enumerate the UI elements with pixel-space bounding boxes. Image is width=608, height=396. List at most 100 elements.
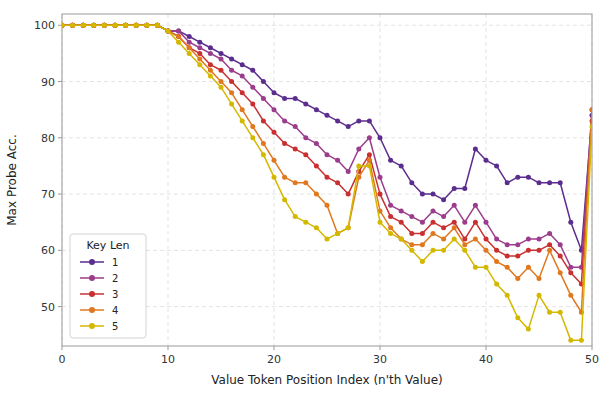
series-line xyxy=(62,25,592,250)
point xyxy=(176,40,181,45)
y-tick xyxy=(58,25,62,26)
grid-line xyxy=(62,137,592,138)
point xyxy=(558,242,563,247)
x-tick xyxy=(62,346,63,350)
y-tick xyxy=(58,250,62,251)
point xyxy=(558,310,563,315)
point xyxy=(537,237,542,242)
point xyxy=(399,208,404,213)
point xyxy=(441,248,446,253)
point xyxy=(155,23,160,28)
point xyxy=(303,135,308,140)
point xyxy=(144,23,149,28)
point xyxy=(250,68,255,73)
point xyxy=(155,23,160,28)
point xyxy=(229,102,234,107)
point xyxy=(70,23,75,28)
point xyxy=(219,51,224,56)
point xyxy=(420,242,425,247)
x-tick xyxy=(380,346,381,350)
legend: Key Len12345 xyxy=(70,234,146,338)
point xyxy=(431,220,436,225)
point xyxy=(378,175,383,180)
point xyxy=(166,28,171,33)
point xyxy=(515,253,520,258)
point xyxy=(102,23,107,28)
x-tick-label: 20 xyxy=(267,353,281,366)
y-tick xyxy=(58,306,62,307)
x-tick-label: 50 xyxy=(585,353,599,366)
point xyxy=(378,135,383,140)
point xyxy=(250,85,255,90)
point xyxy=(399,220,404,225)
point xyxy=(494,237,499,242)
grid-line xyxy=(486,14,487,346)
y-tick xyxy=(58,194,62,195)
point xyxy=(293,180,298,185)
point xyxy=(378,192,383,197)
point xyxy=(293,96,298,101)
point xyxy=(590,107,593,112)
point xyxy=(261,96,266,101)
point xyxy=(399,237,404,242)
point xyxy=(462,186,467,191)
legend-title: Key Len xyxy=(86,239,129,252)
point xyxy=(452,186,457,191)
x-tick xyxy=(486,346,487,350)
point xyxy=(293,124,298,129)
point xyxy=(155,23,160,28)
point xyxy=(250,102,255,107)
point xyxy=(325,203,330,208)
legend-marker xyxy=(89,259,95,265)
point xyxy=(176,34,181,39)
x-tick-label: 30 xyxy=(373,353,387,366)
point xyxy=(537,276,542,281)
series-line xyxy=(62,25,592,340)
point xyxy=(123,23,128,28)
point xyxy=(62,23,65,28)
series xyxy=(62,23,592,270)
y-tick-label: 50 xyxy=(41,301,55,314)
point xyxy=(62,23,65,28)
point xyxy=(272,130,277,135)
point xyxy=(261,118,266,123)
point xyxy=(547,242,552,247)
chart: 010203040505060708090100Value Token Posi… xyxy=(0,0,608,396)
point xyxy=(176,28,181,33)
point xyxy=(240,62,245,67)
point xyxy=(505,253,510,258)
point xyxy=(261,141,266,146)
point xyxy=(494,163,499,168)
point xyxy=(102,23,107,28)
point xyxy=(219,68,224,73)
point xyxy=(187,51,192,56)
point xyxy=(113,23,118,28)
series-line xyxy=(62,25,592,267)
point xyxy=(219,79,224,84)
point xyxy=(208,51,213,56)
point xyxy=(325,152,330,157)
point xyxy=(70,23,75,28)
point xyxy=(303,102,308,107)
point xyxy=(62,23,65,28)
point xyxy=(229,79,234,84)
point xyxy=(282,141,287,146)
point xyxy=(346,192,351,197)
point xyxy=(250,135,255,140)
point xyxy=(113,23,118,28)
point xyxy=(526,175,531,180)
point xyxy=(282,197,287,202)
point xyxy=(102,23,107,28)
x-tick xyxy=(592,346,593,350)
point xyxy=(356,118,361,123)
point xyxy=(420,192,425,197)
point xyxy=(144,23,149,28)
point xyxy=(91,23,96,28)
point xyxy=(335,231,340,236)
legend-box xyxy=(70,234,146,338)
point xyxy=(261,79,266,84)
point xyxy=(462,242,467,247)
point xyxy=(250,124,255,129)
point xyxy=(505,242,510,247)
point xyxy=(452,237,457,242)
